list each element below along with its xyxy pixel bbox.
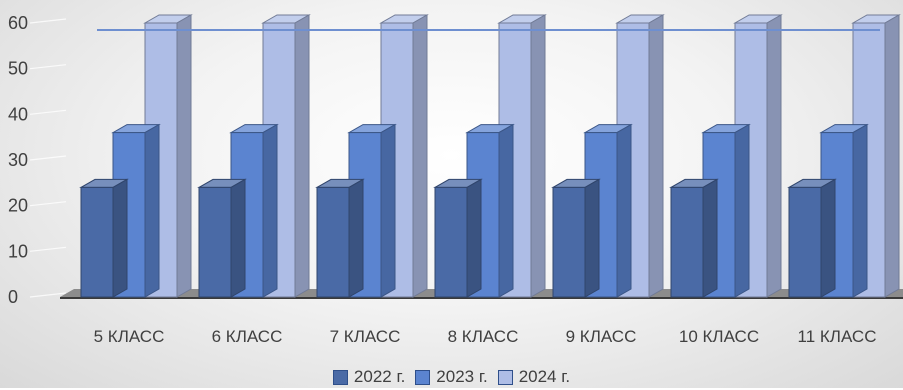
bar — [347, 123, 397, 298]
bar — [433, 178, 483, 298]
bar — [379, 14, 429, 298]
bar — [197, 178, 247, 298]
y-gridline — [29, 18, 67, 24]
y-gridline — [29, 292, 67, 298]
y-tick-label: 60 — [8, 13, 28, 33]
legend-item: 2023 г. — [415, 367, 488, 387]
x-tick-label: 7 КЛАСС — [330, 327, 401, 346]
y-tick-label: 10 — [8, 241, 28, 261]
y-tick-label: 0 — [8, 287, 18, 307]
x-tick-label: 11 КЛАСС — [798, 327, 877, 346]
legend-label: 2023 г. — [436, 367, 488, 386]
x-tick-label: 10 КЛАСС — [679, 327, 759, 346]
bar-chart-3d: 0 10 20 30 40 50 60 5 КЛАСС 6 КЛАСС 7 КЛАСС 8 КЛАС… — [8, 13, 903, 346]
legend-label: 2024 г. — [518, 367, 571, 386]
x-tick-label: 5 КЛАСС — [94, 327, 165, 346]
bar — [787, 178, 837, 298]
y-tick-label: 50 — [8, 59, 28, 79]
legend-item: 2024 г. — [497, 367, 571, 387]
y-gridline — [29, 155, 67, 161]
legend-swatch — [332, 369, 348, 385]
x-tick-label: 8 КЛАСС — [448, 327, 519, 346]
legend: 2022 г. 2023 г. 2024 г. — [0, 367, 903, 390]
y-tick-label: 20 — [8, 196, 28, 216]
bar — [315, 178, 365, 298]
bar — [669, 178, 719, 298]
legend-swatch — [497, 369, 513, 385]
y-gridline — [29, 64, 67, 70]
legend-label: 2022 г. — [353, 367, 406, 386]
x-tick-label: 9 КЛАСС — [566, 327, 637, 346]
x-tick-label: 6 КЛАСС — [212, 327, 283, 346]
y-gridline — [29, 109, 67, 115]
bar — [79, 178, 129, 298]
y-tick-label: 30 — [8, 150, 28, 170]
legend-item: 2022 г. — [332, 367, 406, 387]
y-gridline — [29, 246, 67, 252]
y-tick-label: 40 — [8, 104, 28, 124]
bar — [551, 178, 601, 298]
y-gridline — [29, 201, 67, 207]
legend-swatch — [415, 369, 431, 385]
